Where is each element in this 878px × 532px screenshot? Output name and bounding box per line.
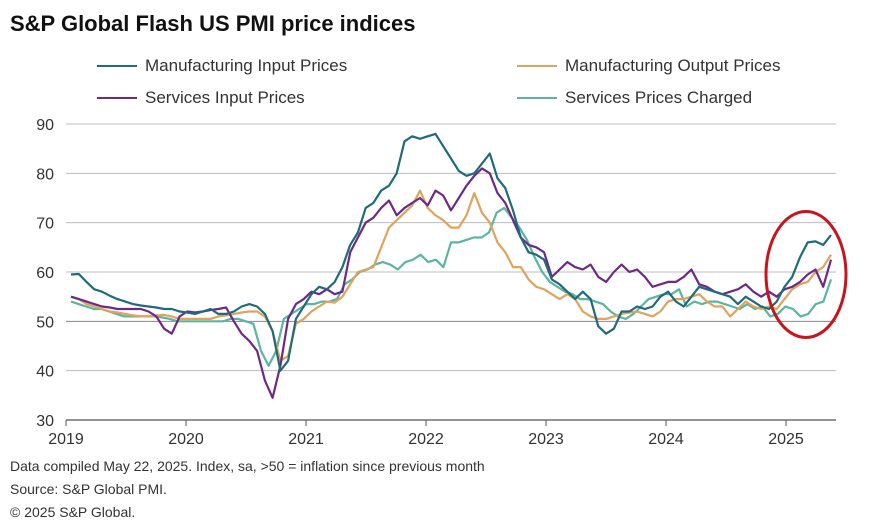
series-line-4 bbox=[70, 206, 833, 367]
highlight-ellipse bbox=[764, 209, 848, 339]
x-tick-label: 2021 bbox=[288, 431, 324, 448]
footnote-copyright: © 2025 S&P Global. bbox=[10, 504, 136, 520]
footnote-data-compiled: Data compiled May 22, 2025. Index, sa, >… bbox=[10, 458, 485, 474]
x-tick-label: 2020 bbox=[168, 431, 204, 448]
legend-item-services-charged: Services Prices Charged bbox=[517, 87, 752, 109]
legend-swatch bbox=[517, 65, 557, 67]
x-tick-label: 2025 bbox=[768, 431, 804, 448]
y-tick-label: 90 bbox=[36, 117, 54, 134]
y-tick-label: 60 bbox=[36, 265, 54, 282]
legend-label: Manufacturing Input Prices bbox=[145, 56, 348, 75]
series-line-1 bbox=[70, 132, 832, 372]
legend-label: Services Input Prices bbox=[145, 88, 305, 107]
legend-swatch bbox=[517, 97, 557, 99]
legend-item-manufacturing-input: Manufacturing Input Prices bbox=[97, 55, 347, 77]
series-line-2 bbox=[70, 189, 832, 362]
legend-item-manufacturing-output: Manufacturing Output Prices bbox=[517, 55, 780, 77]
footnote-source: Source: S&P Global PMI. bbox=[10, 481, 167, 497]
y-tick-label: 30 bbox=[36, 413, 54, 430]
y-tick-label: 70 bbox=[36, 216, 54, 233]
y-tick-label: 50 bbox=[36, 314, 54, 331]
x-tick-label: 2022 bbox=[408, 431, 444, 448]
x-tick-label: 2024 bbox=[648, 431, 684, 448]
y-tick-label: 80 bbox=[36, 166, 54, 183]
x-tick-label: 2023 bbox=[528, 431, 564, 448]
series-line-3 bbox=[70, 167, 833, 399]
y-tick-label: 40 bbox=[36, 364, 54, 381]
legend-label: Manufacturing Output Prices bbox=[565, 56, 781, 75]
legend-swatch bbox=[97, 97, 137, 99]
legend-label: Services Prices Charged bbox=[565, 88, 753, 107]
x-tick-label: 2019 bbox=[48, 431, 84, 448]
legend-swatch bbox=[97, 65, 137, 67]
chart-title: S&P Global Flash US PMI price indices bbox=[10, 11, 416, 36]
legend-item-services-input: Services Input Prices bbox=[97, 87, 305, 109]
